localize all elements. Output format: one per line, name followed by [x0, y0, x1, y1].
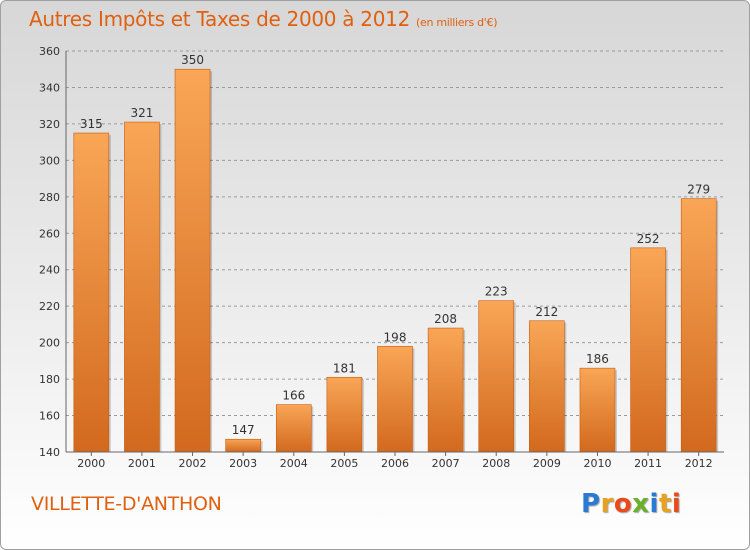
- bar-2007: [427, 327, 464, 453]
- bar-2000: [73, 132, 110, 453]
- x-tick-label-2003: 2003: [229, 457, 257, 470]
- data-label-2004: 166: [282, 389, 305, 403]
- chart-title: Autres Impôts et Taxes de 2000 à 2012 (en…: [29, 7, 498, 31]
- data-label-2010: 186: [586, 352, 609, 366]
- data-label-2005: 181: [333, 361, 356, 375]
- bar-2003: [225, 438, 261, 453]
- logo-letter: r: [600, 489, 614, 519]
- y-tick-label: 300: [39, 154, 60, 167]
- y-tick-label: 260: [39, 227, 60, 240]
- bar-2010: [579, 367, 616, 453]
- y-tick-label: 140: [39, 446, 60, 459]
- bar-2012: [680, 198, 717, 453]
- data-label-2008: 223: [485, 285, 508, 299]
- logo-letter: i: [671, 489, 682, 519]
- data-label-2006: 198: [384, 330, 407, 344]
- data-label-2012: 279: [687, 183, 710, 197]
- y-tick-label: 180: [39, 373, 60, 386]
- x-tick-label-2008: 2008: [482, 457, 510, 470]
- y-tick-label: 160: [39, 410, 60, 423]
- data-label-2000: 315: [80, 117, 103, 131]
- logo-letter: i: [649, 489, 659, 519]
- bar-2005: [326, 376, 363, 453]
- data-label-2002: 350: [181, 53, 204, 67]
- data-label-2001: 321: [130, 106, 153, 120]
- x-tick-label-2001: 2001: [128, 457, 156, 470]
- data-label-2009: 212: [535, 305, 558, 319]
- x-tick-label-2006: 2006: [381, 457, 409, 470]
- logo-letter: t: [658, 489, 672, 519]
- y-tick-label: 280: [39, 191, 60, 204]
- bar-2001: [124, 121, 160, 453]
- x-tick-label-2007: 2007: [432, 457, 460, 470]
- logo-letter: x: [632, 489, 650, 519]
- y-tick-label: 220: [39, 300, 60, 313]
- y-tick-label: 360: [39, 45, 60, 58]
- bar-2009: [529, 320, 565, 453]
- bar-2008: [478, 300, 515, 453]
- y-tick-label: 340: [39, 81, 60, 94]
- logo-letter: P: [581, 489, 601, 519]
- y-tick-label: 240: [39, 264, 60, 277]
- proxiti-logo: Proxiti: [581, 489, 681, 519]
- chart-unit: (en milliers d'€): [416, 16, 498, 29]
- x-tick-label-2009: 2009: [533, 457, 561, 470]
- x-tick-label-2012: 2012: [685, 457, 713, 470]
- x-tick-label-2011: 2011: [634, 457, 662, 470]
- x-tick-label-2010: 2010: [583, 457, 611, 470]
- logo-letter: o: [613, 489, 633, 519]
- city-name: VILLETTE-D'ANTHON: [31, 493, 222, 515]
- axes: 140 160 180 200 220 240 260 280 300 320 340 360 2000…: [39, 45, 724, 470]
- x-tick-label-2005: 2005: [330, 457, 358, 470]
- data-label-2011: 252: [637, 232, 660, 246]
- bar-2002: [174, 68, 211, 453]
- bar-2011: [630, 247, 666, 453]
- y-tick-label: 200: [39, 337, 60, 350]
- data-label-2007: 208: [434, 312, 457, 326]
- data-label-2003: 147: [232, 423, 255, 437]
- y-tick-label: 320: [39, 118, 60, 131]
- x-tick-label-2004: 2004: [280, 457, 308, 470]
- x-tick-label-2002: 2002: [179, 457, 207, 470]
- bars: 315 321 350 147 166 181 198 208 223 212 186 252 279: [73, 53, 719, 453]
- x-tick-label-2000: 2000: [77, 457, 105, 470]
- bar-2006: [377, 345, 413, 453]
- bar-2004: [275, 404, 312, 453]
